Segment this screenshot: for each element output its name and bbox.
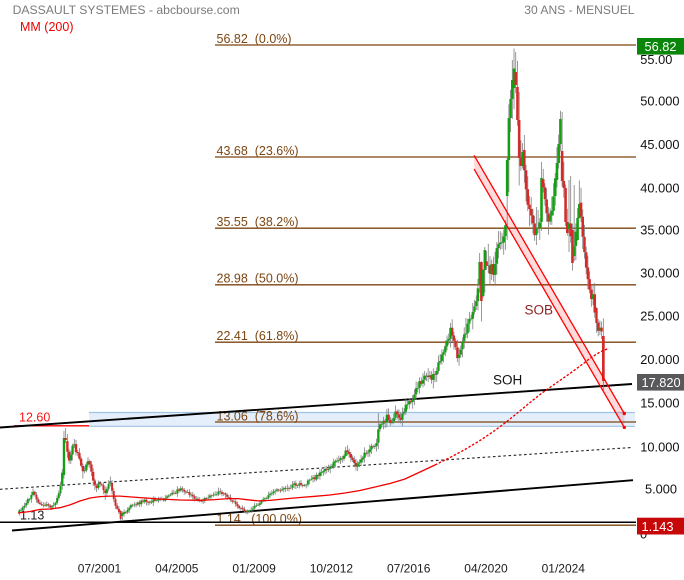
svg-text:10/2012: 10/2012 <box>310 562 354 576</box>
svg-text:MM (200): MM (200) <box>20 20 73 34</box>
svg-text:07/2016: 07/2016 <box>387 562 431 576</box>
svg-text:56.82: 56.82 <box>645 39 677 54</box>
svg-text:12.60: 12.60 <box>19 411 50 425</box>
svg-text:20.000: 20.000 <box>640 352 679 367</box>
svg-text:50.000: 50.000 <box>640 94 679 109</box>
svg-text:DASSAULT SYSTEMES - abcbourse.: DASSAULT SYSTEMES - abcbourse.com <box>13 3 240 17</box>
svg-text:5.000: 5.000 <box>645 482 677 497</box>
svg-text:22.41 (61.8%): 22.41 (61.8%) <box>217 329 299 343</box>
svg-text:04/2020: 04/2020 <box>464 562 508 576</box>
svg-text:SOB: SOB <box>525 303 554 318</box>
svg-text:04/2005: 04/2005 <box>155 562 199 576</box>
svg-text:40.000: 40.000 <box>640 180 679 195</box>
svg-text:17.820: 17.820 <box>642 375 681 390</box>
svg-text:15.000: 15.000 <box>640 395 679 410</box>
svg-text:01/2009: 01/2009 <box>232 562 276 576</box>
svg-text:25.000: 25.000 <box>640 308 679 323</box>
svg-text:56.82 (0.0%): 56.82 (0.0%) <box>217 32 292 46</box>
svg-text:35.55 (38.2%): 35.55 (38.2%) <box>217 215 299 229</box>
svg-text:35.000: 35.000 <box>640 223 679 238</box>
svg-text:1.14 (100.0%): 1.14 (100.0%) <box>217 512 302 526</box>
svg-text:1.143: 1.143 <box>642 519 674 534</box>
svg-text:45.000: 45.000 <box>640 137 679 152</box>
svg-text:SOH: SOH <box>493 373 522 388</box>
svg-text:30 ANS - MENSUEL: 30 ANS - MENSUEL <box>524 3 634 17</box>
svg-text:13.06 (78.6%): 13.06 (78.6%) <box>217 410 299 424</box>
svg-text:55.00: 55.00 <box>640 52 672 67</box>
svg-text:01/2024: 01/2024 <box>542 562 586 576</box>
svg-text:07/2001: 07/2001 <box>78 562 122 576</box>
svg-text:43.68 (23.6%): 43.68 (23.6%) <box>217 144 299 158</box>
svg-text:10.000: 10.000 <box>640 439 679 454</box>
svg-text:30.000: 30.000 <box>640 266 679 281</box>
svg-text:28.98 (50.0%): 28.98 (50.0%) <box>217 272 299 286</box>
